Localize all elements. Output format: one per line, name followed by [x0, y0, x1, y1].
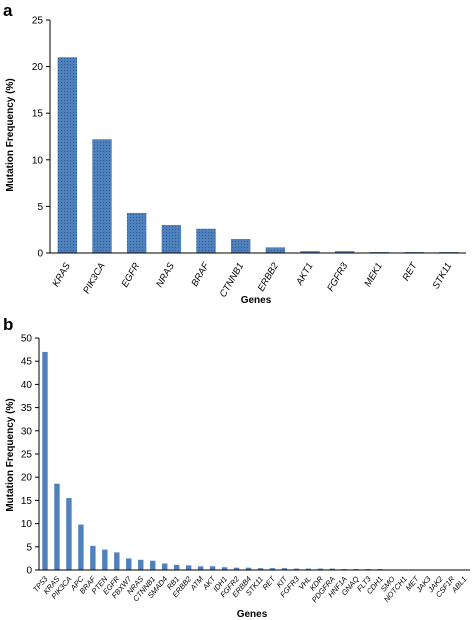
- panel-a-xtick-ctnnb1: CTNNB1: [218, 261, 247, 299]
- panel-b-bar-fgfr3: [293, 568, 300, 570]
- panel-a-ytick-label: 10: [32, 155, 44, 166]
- panel-a-ytick-label: 20: [32, 62, 44, 73]
- panel-a-bar-akt1: [300, 251, 320, 253]
- panel-b-bar-vhl: [305, 568, 312, 570]
- panel-a-y-ticks: 0 5 10 15 20 25: [32, 16, 50, 260]
- panel-b-ytick-label: 10: [21, 519, 33, 530]
- panel-a-ytick-label: 5: [37, 202, 43, 213]
- panel-b-bar-pik3ca: [66, 498, 72, 570]
- panel-b-ytick-label: 25: [21, 450, 33, 461]
- panel-a-bar-erbb2: [265, 247, 286, 253]
- panel-a-xlabel: Genes: [241, 295, 272, 306]
- panel-b-bar-ret: [269, 568, 276, 570]
- panel-b-ytick-label: 35: [21, 403, 33, 414]
- panel-a-xtick-mek1: MEK1: [362, 261, 384, 289]
- panel-b-bar-akt: [209, 566, 216, 570]
- panel-a-bar-kras: [57, 57, 78, 253]
- panel-a-xtick-egfr: EGFR: [120, 261, 143, 289]
- panel-b-bar-kit: [281, 568, 288, 570]
- panel-b-ytick-label: 50: [21, 334, 33, 345]
- panel-a-ytick-label: 0: [37, 249, 43, 260]
- panel-a-x-tick-labels: KRAS PIK3CA EGFR NRAS BRAF CTNNB1 ERBB2 AKT1 FGF…: [50, 260, 454, 299]
- panel-a-xtick-erbb2: ERBB2: [256, 260, 281, 293]
- panel-b-bar-ctnnb1: [150, 560, 156, 570]
- panel-a-bars: [57, 57, 459, 253]
- panel-b-bar-erbb2: [185, 565, 192, 570]
- panel-b-bar-smad4: [162, 563, 168, 570]
- panel-b-ytick-label: 45: [21, 357, 33, 368]
- panel-b-bar-tp53: [42, 351, 48, 570]
- panel-b-label: b: [3, 315, 13, 334]
- panel-a-xtick-ret: RET: [401, 260, 421, 283]
- panel-b-ytick-label: 30: [21, 426, 33, 437]
- panel-a-xtick-kras: KRAS: [50, 260, 73, 288]
- panel-a-xtick-fgfr3: FGFR3: [325, 260, 350, 293]
- panel-b-ytick-label: 40: [21, 380, 33, 391]
- panel-b-bar-atm: [197, 566, 204, 570]
- panel-b-ytick-label: 15: [21, 496, 33, 507]
- panel-b-bar-erbb4: [245, 567, 252, 570]
- panel-b-bar-fgfr2: [233, 567, 240, 570]
- panel-b-bar-apc: [78, 524, 84, 570]
- panel-a-ytick-label: 15: [32, 109, 44, 120]
- panel-a-bar-pik3ca: [92, 139, 112, 253]
- panel-a-bar-ctnnb1: [230, 239, 251, 253]
- panel-b-bars: [42, 351, 467, 570]
- panel-a-bar-braf: [196, 228, 216, 253]
- panel-b-bar-idh1: [221, 567, 228, 570]
- panel-a-xtick-stk11: STK11: [431, 261, 455, 291]
- panel-b-bar-braf: [90, 545, 96, 570]
- panel-b-bar-pdgfra: [329, 568, 336, 570]
- panel-b: b Mutation Frequency (%) Genes 0 5 10 15 20 2…: [3, 315, 470, 620]
- panel-b-xlabel: Genes: [237, 609, 268, 620]
- panel-b-bar-kras: [54, 483, 60, 570]
- panel-b-y-ticks: 0 5 10 15 20 25 30 35 40 45 50: [21, 334, 39, 577]
- panel-b-bar-kdr: [317, 568, 324, 570]
- panel-a-ylabel: Mutation Frequency (%): [5, 78, 16, 191]
- panel-a-xtick-nras: NRAS: [154, 260, 177, 289]
- panel-a-ytick-label: 25: [32, 16, 44, 27]
- panel-a-label: a: [3, 1, 13, 20]
- panel-b-bar-egfr: [114, 552, 120, 570]
- panel-b-bar-nras: [138, 559, 144, 570]
- panel-b-bar-stk11: [257, 568, 264, 570]
- panel-a-xtick-braf: BRAF: [189, 260, 212, 288]
- panel-b-ylabel: Mutation Frequency (%): [5, 398, 16, 511]
- panel-a-bar-fgfr3: [334, 251, 355, 253]
- panel-b-bar-fbxw7: [126, 558, 132, 570]
- panel-a-xtick-pik3ca: PIK3CA: [81, 261, 107, 296]
- panel-a-bar-egfr: [126, 212, 147, 253]
- panel-b-x-tick-labels: TP53KRASPIK3CAAPCBRAFPTENEGFRFBXW7NRASCT…: [31, 573, 468, 604]
- panel-b-bar-rb1: [173, 564, 180, 570]
- panel-a-bar-nras: [161, 225, 182, 253]
- panel-b-ytick-label: 0: [26, 566, 32, 577]
- panel-b-ytick-label: 5: [26, 542, 32, 553]
- panel-b-bar-pten: [102, 549, 108, 570]
- panel-a-xtick-akt1: AKT1: [294, 261, 316, 288]
- panel-a: a Mutation Frequency (%) Genes 0 5 10 15 20 2…: [3, 1, 466, 306]
- panel-b-ytick-label: 20: [21, 473, 33, 484]
